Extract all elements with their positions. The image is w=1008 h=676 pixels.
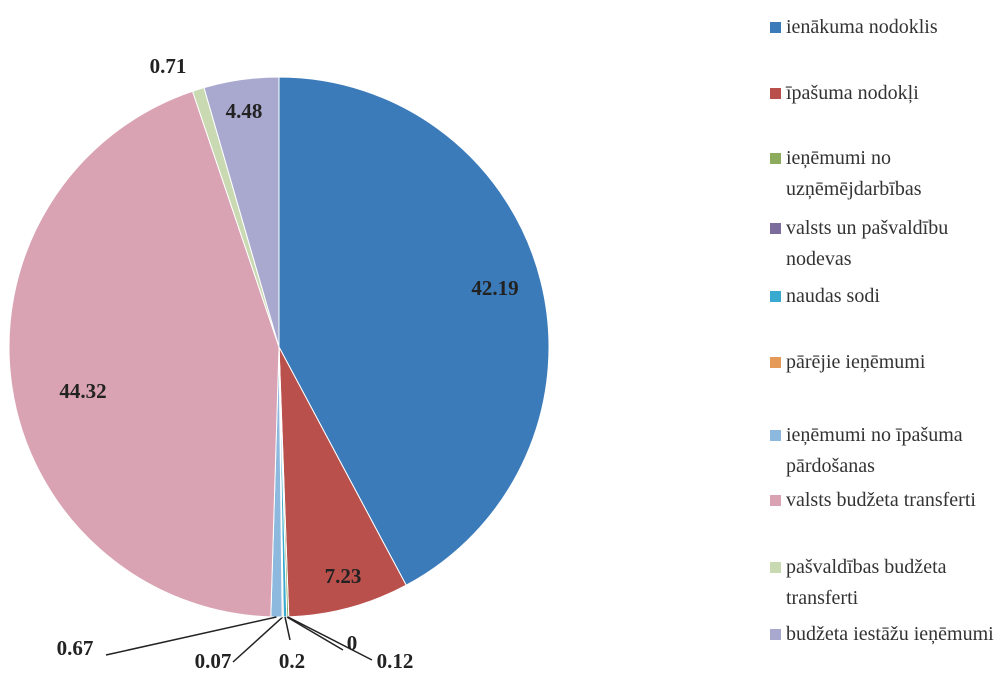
pie-slice — [203, 76, 280, 348]
data-label: 0.07 — [195, 649, 232, 673]
data-label: 0.12 — [377, 649, 414, 673]
legend-label: valsts un pašvaldību nodevas — [786, 217, 949, 270]
legend-label: pašvaldības budžeta transferti — [786, 556, 947, 609]
legend-label: ieņēmumi no uzņēmējdarbības — [786, 147, 922, 200]
legend-swatch — [770, 153, 781, 164]
leader-line — [105, 616, 277, 656]
legend-label: valsts budžeta transferti — [786, 489, 976, 511]
legend-item: ieņēmumi no uzņēmējdarbības — [770, 143, 1000, 205]
legend-swatch — [770, 88, 781, 99]
legend-item: pārējie ieņēmumi — [770, 347, 1000, 378]
leader-line — [284, 616, 291, 641]
data-label: 0.71 — [150, 54, 187, 78]
data-label: 44.32 — [59, 379, 106, 403]
legend-label: naudas sodi — [786, 285, 880, 307]
legend-item: ienākuma nodoklis — [770, 12, 1000, 43]
pie-slice — [278, 346, 407, 618]
legend-item: īpašuma nodokļi — [770, 78, 1000, 109]
data-label: 0.67 — [57, 636, 94, 660]
legend-swatch — [770, 562, 781, 573]
legend-swatch — [770, 629, 781, 640]
leader-line — [286, 616, 344, 651]
data-label: 0 — [347, 631, 358, 655]
legend-item: ieņēmumi no īpašuma pārdošanas — [770, 420, 1000, 482]
leader-line — [287, 616, 373, 661]
legend-item: pašvaldības budžeta transferti — [770, 552, 1000, 614]
legend-item: naudas sodi — [770, 281, 1000, 312]
legend-label: pārējie ieņēmumi — [786, 351, 926, 373]
legend-item: budžeta iestāžu ieņēmumi — [770, 619, 1000, 650]
legend-swatch — [770, 357, 781, 368]
legend-label: ieņēmumi no īpašuma pārdošanas — [786, 424, 963, 477]
legend-item: valsts budžeta transferti — [770, 485, 1000, 516]
legend-label: budžeta iestāžu ieņēmumi — [786, 623, 994, 645]
data-label: 7.23 — [325, 564, 362, 588]
data-label: 0.2 — [279, 649, 305, 673]
pie-slice — [8, 90, 280, 618]
pie-area: 42.19 7.23 0.12 0 0.2 0.07 0.67 44.32 0.71 4.48 — [8, 54, 550, 673]
data-label: 42.19 — [471, 276, 518, 300]
legend-swatch — [770, 223, 781, 234]
leader-line — [232, 616, 284, 663]
legend-label: īpašuma nodokļi — [786, 82, 919, 104]
legend-swatch — [770, 291, 781, 302]
data-label: 4.48 — [226, 99, 263, 123]
legend-swatch — [770, 22, 781, 33]
pie-slice — [278, 76, 550, 586]
legend-swatch — [770, 495, 781, 506]
legend-swatch — [770, 430, 781, 441]
legend-item: valsts un pašvaldību nodevas — [770, 213, 1000, 275]
legend-label: ienākuma nodoklis — [786, 16, 938, 38]
